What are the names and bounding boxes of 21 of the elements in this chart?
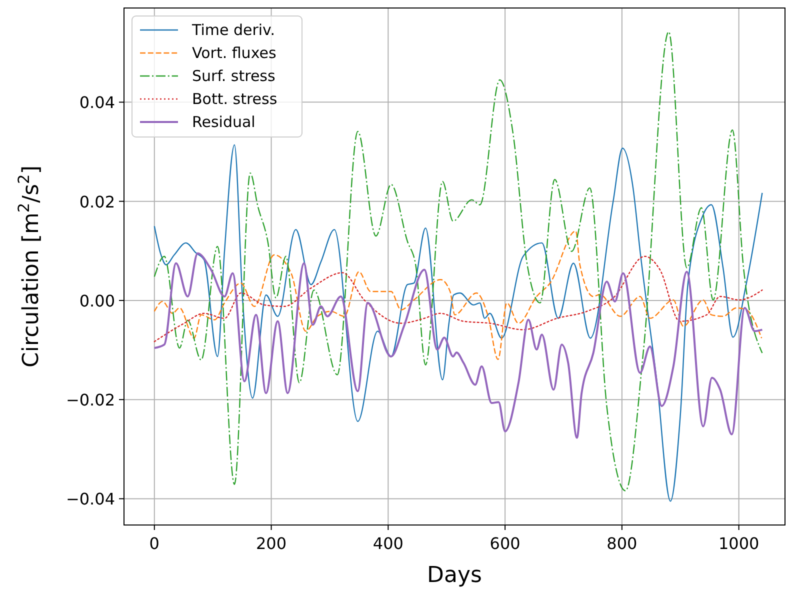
- line-series: [154, 256, 763, 342]
- x-tick-label: 0: [149, 534, 160, 553]
- x-tick-label: 200: [256, 534, 287, 553]
- y-tick-label: 0.04: [79, 93, 115, 112]
- y-tick-label: −0.04: [66, 490, 115, 509]
- x-tick-label: 600: [490, 534, 520, 553]
- line-series: [153, 252, 764, 439]
- y-tick-label: 0.00: [79, 291, 115, 310]
- legend-label: Surf. stress: [192, 67, 276, 85]
- x-tick-label: 1000: [718, 534, 760, 553]
- line-series: [154, 230, 762, 360]
- x-axis-title: Days: [427, 563, 482, 588]
- legend-label: Vort. fluxes: [192, 44, 276, 62]
- y-tick-label: 0.02: [79, 192, 115, 212]
- x-tick-label: 800: [606, 534, 638, 553]
- legend-label: Bott. stress: [192, 90, 278, 108]
- legend-label: Residual: [192, 113, 256, 131]
- y-tick-label: −0.02: [66, 390, 115, 410]
- line-series: [154, 144, 763, 502]
- x-tick-label: 400: [372, 534, 404, 553]
- legend-label: Time deriv.: [191, 21, 276, 39]
